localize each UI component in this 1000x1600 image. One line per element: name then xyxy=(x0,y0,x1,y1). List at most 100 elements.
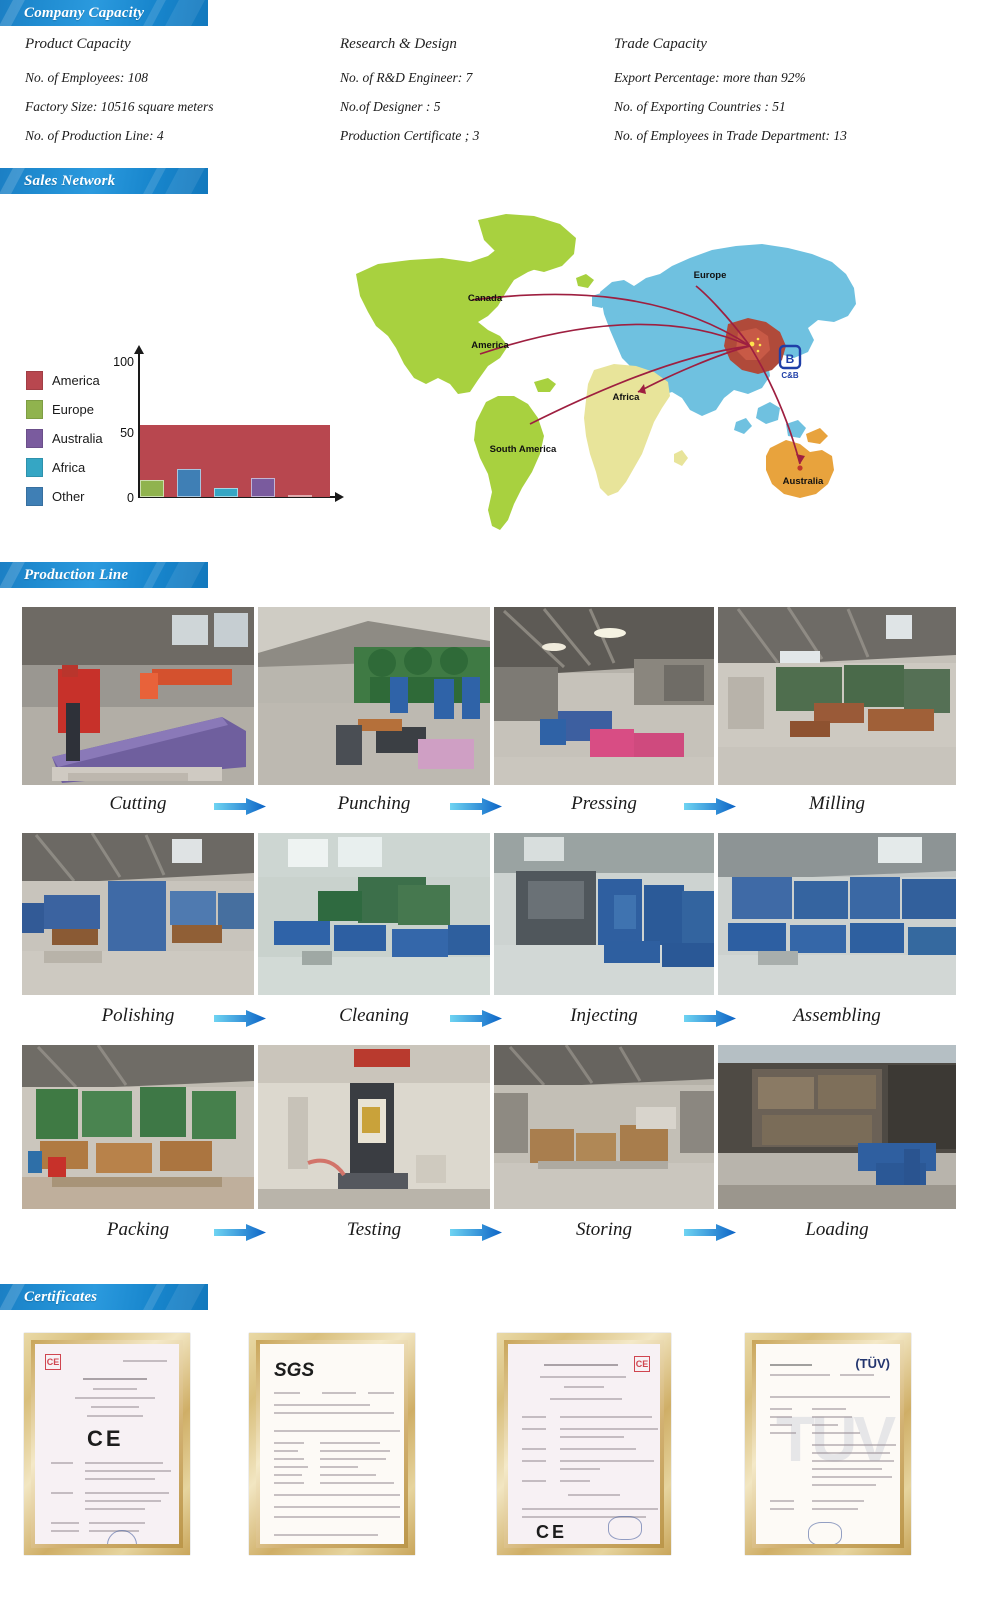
cert-heading-line xyxy=(544,1364,618,1367)
cert-text-line xyxy=(274,1458,304,1460)
cert-text-line xyxy=(812,1468,882,1470)
tuv-watermark: TUV xyxy=(776,1403,896,1475)
legend-item: Australia xyxy=(26,427,103,450)
arrow-right-icon xyxy=(214,1010,266,1027)
photo-injecting[interactable] xyxy=(494,833,714,995)
photo-cleaning[interactable] xyxy=(258,833,490,995)
capacity-line: Production Certificate ; 3 xyxy=(340,128,480,143)
certificate-declaration-of-conformity[interactable]: CE CE xyxy=(497,1333,671,1555)
process-label-testing: Testing xyxy=(346,1219,402,1240)
certificate-tuv-test-report[interactable]: TUV (TÜV) xyxy=(745,1333,911,1555)
cert-text-line xyxy=(368,1392,394,1394)
cert-text-line xyxy=(812,1476,892,1478)
map-label-europe: Europe xyxy=(694,270,727,281)
column-title: Product Capacity xyxy=(25,36,131,52)
cert-text-line xyxy=(770,1408,792,1410)
certificate-ce-test-report[interactable]: CE CE xyxy=(24,1333,190,1555)
cert-text-line xyxy=(85,1462,163,1464)
cert-text-line xyxy=(522,1480,546,1482)
map-label-america: America xyxy=(471,340,509,351)
cert-text-line xyxy=(522,1448,546,1450)
bar-group xyxy=(140,425,330,497)
ce-mark: CE xyxy=(87,1426,124,1451)
banner-company-capacity: Company Capacity xyxy=(0,0,208,26)
cert-text-line xyxy=(770,1508,794,1510)
photo-assembling[interactable] xyxy=(718,833,956,995)
cert-text-line xyxy=(770,1374,830,1376)
y-axis xyxy=(134,345,143,498)
cert-text-line xyxy=(274,1534,378,1536)
legend-label: America xyxy=(52,373,100,388)
process-label-cutting: Cutting xyxy=(109,793,167,814)
photo-pressing[interactable] xyxy=(494,607,714,785)
cert-text-line xyxy=(274,1466,308,1468)
x-axis xyxy=(138,493,344,502)
capacity-line: No. of Exporting Countries : 51 xyxy=(614,99,786,114)
cert-text-line xyxy=(812,1508,858,1510)
cert-text-line xyxy=(812,1452,890,1454)
photo-polishing[interactable] xyxy=(22,833,254,995)
map-label-hub: C&B xyxy=(781,371,799,380)
photo-milling[interactable] xyxy=(718,607,956,785)
cert-text-line xyxy=(274,1482,304,1484)
cert-text-line xyxy=(540,1376,626,1378)
cert-text-line xyxy=(770,1432,796,1434)
process-label-storing: Storing xyxy=(576,1219,632,1240)
photo-cutting[interactable] xyxy=(22,607,254,785)
cert-text-line xyxy=(91,1406,139,1408)
legend-swatch-other xyxy=(26,487,43,506)
legend-label: Other xyxy=(52,489,85,504)
process-label-polishing: Polishing xyxy=(101,1005,175,1026)
photo-testing[interactable] xyxy=(258,1045,490,1209)
photo-loading[interactable] xyxy=(718,1045,956,1209)
sgs-logo: SGS xyxy=(274,1360,315,1381)
legend-swatch-australia xyxy=(26,429,43,448)
banner-label: Certificates xyxy=(24,1289,98,1305)
map-label-australia: Australia xyxy=(783,476,824,487)
certificate-stamp xyxy=(808,1522,842,1544)
continent-americas xyxy=(356,214,594,530)
cert-text-line xyxy=(770,1396,890,1398)
y-tick-0: 0 xyxy=(127,491,134,505)
certificate-inner-frame: CE CE xyxy=(31,1340,183,1548)
cert-text-line xyxy=(85,1500,161,1502)
cert-text-line xyxy=(770,1416,792,1418)
y-tick-50: 50 xyxy=(120,426,134,440)
arrow-right-icon xyxy=(214,798,266,815)
photo-punching[interactable] xyxy=(258,607,490,785)
cert-text-line xyxy=(812,1424,838,1426)
cert-text-line xyxy=(812,1444,896,1446)
arrow-right-icon xyxy=(684,798,736,815)
capacity-column-research: Research & Design No. of R&D Engineer: 7… xyxy=(340,36,479,157)
cert-text-line xyxy=(85,1470,171,1472)
cert-text-line xyxy=(274,1404,370,1406)
route-arrowhead xyxy=(796,454,805,464)
cert-text-line xyxy=(89,1522,145,1524)
bar-australia xyxy=(288,495,312,497)
cert-text-line xyxy=(51,1530,79,1532)
certificate-stamp xyxy=(107,1530,137,1544)
certificate-sgs[interactable]: SGS xyxy=(249,1333,415,1555)
capacity-line: No. of Production Line: 4 xyxy=(25,128,164,143)
legend-swatch-europe xyxy=(26,400,43,419)
cert-text-line xyxy=(93,1388,137,1390)
ce-logo-icon: CE xyxy=(45,1354,61,1370)
certificate-paper: SGS xyxy=(260,1344,404,1544)
cert-text-line xyxy=(51,1462,73,1464)
legend-item: Other xyxy=(26,485,103,508)
cert-text-line xyxy=(812,1416,852,1418)
legend-item: America xyxy=(26,369,103,392)
cert-text-line xyxy=(770,1500,794,1502)
cert-text-line xyxy=(568,1494,620,1496)
photo-storing[interactable] xyxy=(494,1045,714,1209)
capacity-column-product: Product Capacity No. of Employees: 108 F… xyxy=(25,36,213,157)
capacity-line: No. of R&D Engineer: 7 xyxy=(340,70,473,85)
certificate-paper: TUV (TÜV) xyxy=(756,1344,900,1544)
photo-packing[interactable] xyxy=(22,1045,254,1209)
process-label-packing: Packing xyxy=(106,1219,170,1240)
banner-certificates: Certificates xyxy=(0,1284,208,1310)
cert-text-line xyxy=(274,1474,302,1476)
cert-text-line xyxy=(550,1398,622,1400)
trade-routes xyxy=(471,285,801,465)
